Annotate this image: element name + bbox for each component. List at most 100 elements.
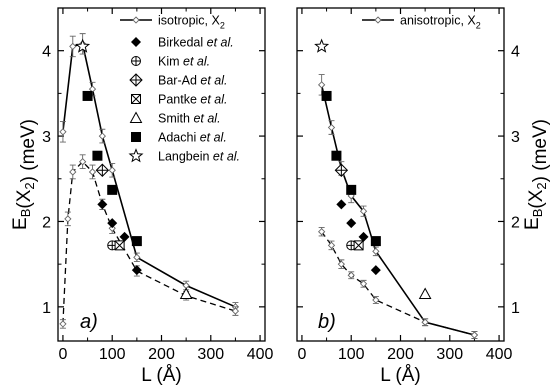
series-bar-ad-et-al (334, 163, 349, 177)
series-pantke-et-al (353, 240, 364, 251)
data-point (346, 240, 357, 251)
data-point (97, 199, 108, 210)
y-axis-title: EB(X2) (meV) (522, 119, 551, 230)
legend-marker-birkedal-et-al (131, 37, 141, 47)
data-point (470, 331, 479, 339)
data-point (347, 271, 355, 279)
panel-label: b) (318, 311, 336, 333)
legend-entry-pantke-et-al: Pantke et al. (158, 93, 228, 107)
legend-marker-adachi-et-al (131, 132, 141, 142)
legend-marker-langbein-et-al (128, 148, 144, 163)
y-tick-label: 4 (42, 44, 51, 61)
series-dashed-curve (318, 226, 479, 339)
panel-label: a) (80, 311, 98, 333)
x-tick-label: 400 (247, 346, 274, 363)
series-smith-et-al (418, 287, 432, 300)
data-point (98, 132, 106, 140)
data-point (314, 38, 330, 53)
data-point (75, 38, 91, 53)
x-tick-label: 100 (99, 346, 126, 363)
series-adachi-et-al (321, 90, 381, 247)
series-adachi-et-al (82, 90, 142, 247)
series-kim-et-al (346, 240, 357, 251)
x-tick-label: 300 (436, 346, 463, 363)
x-tick-label: 300 (197, 346, 224, 363)
legend-entry-adachi-et-al: Adachi et al. (158, 131, 227, 145)
x-tick-label: 400 (486, 346, 513, 363)
legend-marker (374, 16, 382, 24)
data-point (359, 280, 368, 288)
y-tick-label: 2 (42, 214, 51, 231)
data-point (79, 158, 87, 166)
data-point (69, 168, 77, 176)
data-point (133, 253, 141, 261)
data-point (69, 42, 77, 51)
legend-entry-kim-et-al: Kim et al. (158, 55, 210, 69)
data-point (337, 260, 345, 268)
data-point (179, 287, 193, 300)
data-point (108, 224, 116, 232)
x-tick-label: 100 (338, 346, 365, 363)
legend: isotropic, X2 Birkedal et al. Kim et al. Ba… (120, 14, 240, 164)
y-tick-label: 4 (511, 44, 520, 61)
data-point (321, 90, 332, 101)
series-langbein-et-al (314, 38, 330, 53)
data-point (119, 231, 130, 242)
data-point (82, 90, 93, 101)
data-point (358, 231, 369, 242)
series-bar-ad-et-al (95, 163, 110, 177)
legend-entry-smith-et-al: Smith et al. (158, 112, 221, 126)
data-point (353, 240, 364, 251)
series-line (62, 160, 236, 324)
data-point (92, 150, 103, 161)
panel-b: 0 100 200 300 400 1 2 3 4 L (Å) EB(X2) (meV) anisot… (296, 7, 551, 386)
legend-marker-bar-ad-et-al (129, 73, 143, 87)
y-tick-label: 3 (511, 129, 520, 146)
x-axis-title: L (Å) (141, 365, 181, 386)
data-point (418, 287, 432, 300)
y-tick-label: 1 (511, 300, 520, 317)
data-point (108, 166, 116, 174)
data-point (359, 207, 368, 215)
data-point (131, 265, 142, 276)
data-point (231, 307, 240, 315)
data-point (59, 320, 67, 328)
series-line (321, 231, 475, 336)
series-pantke-et-al (114, 240, 125, 251)
data-point (336, 199, 347, 210)
legend-entry-theory: isotropic, X2 (158, 14, 225, 31)
y-tick-label: 2 (511, 214, 520, 231)
series-dashed-curve (59, 154, 240, 329)
data-point (327, 241, 336, 250)
series-birkedal-et-al (336, 199, 381, 276)
x-axis-title: L (Å) (380, 365, 420, 386)
data-point (318, 81, 326, 89)
data-point (59, 128, 67, 136)
data-point (107, 218, 118, 229)
x-tick-label: 0 (297, 346, 306, 363)
y-tick-label: 1 (42, 300, 51, 317)
legend-marker-pantke-et-al (131, 94, 141, 104)
data-point (331, 150, 342, 161)
legend-marker-smith-et-al (129, 111, 143, 123)
data-point (95, 163, 110, 177)
data-point (334, 163, 349, 177)
series-smith-et-al (179, 287, 193, 300)
data-point (131, 236, 142, 247)
data-point (346, 184, 357, 195)
y-axis-title: EB(X2) (meV) (10, 119, 39, 230)
legend-marker (132, 16, 140, 24)
x-tick-label: 0 (58, 346, 67, 363)
data-point (64, 215, 72, 223)
data-point (372, 296, 380, 304)
data-point (370, 236, 381, 247)
data-point (421, 318, 429, 326)
series-line (320, 84, 475, 336)
data-point (107, 184, 118, 195)
legend-entry-theory: anisotropic, X2 (400, 14, 481, 31)
data-point (114, 240, 125, 251)
legend-entry-langbein-et-al: Langbein et al. (158, 150, 240, 164)
y-tick-label: 3 (42, 129, 51, 146)
legend-marker-kim-et-al (131, 56, 141, 66)
